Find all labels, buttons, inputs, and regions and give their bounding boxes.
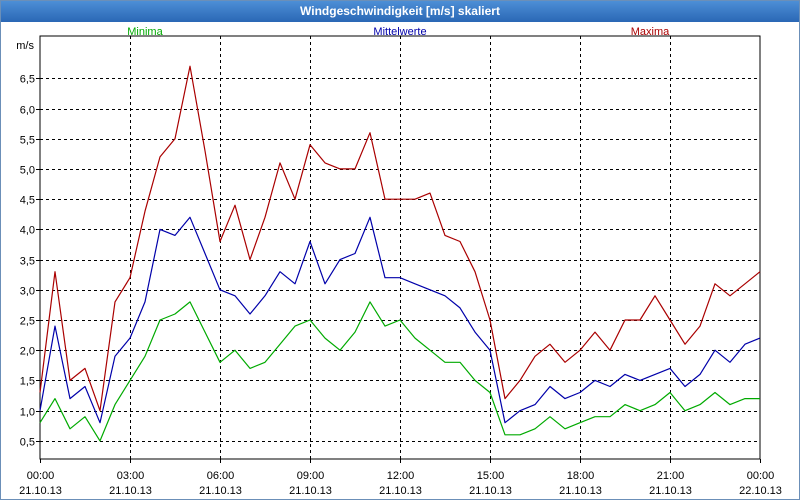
x-tick-date-label: 21.10.13 (379, 485, 422, 497)
x-tick-time-label: 09:00 (297, 470, 325, 482)
y-tick-label: 1,5 (20, 376, 35, 388)
x-tick-date-label: 21.10.13 (289, 485, 332, 497)
y-tick-label: 1,0 (20, 407, 35, 419)
y-tick-label: 3,5 (20, 256, 35, 268)
legend-minima: Minima (127, 26, 163, 38)
x-tick-time-label: 15:00 (477, 470, 505, 482)
y-axis-unit-label: m/s (16, 40, 34, 52)
x-tick-date-label: 21.10.13 (109, 485, 152, 497)
y-tick-label: 6,0 (20, 105, 35, 117)
x-tick-time-label: 00:00 (27, 470, 55, 482)
x-tick-time-label: 18:00 (567, 470, 595, 482)
y-tick-label: 6,5 (20, 74, 35, 86)
x-tick-date-label: 21.10.13 (469, 485, 512, 497)
y-tick-label: 0,5 (20, 437, 35, 449)
y-tick-label: 2,0 (20, 346, 35, 358)
minima-series-line (39, 301, 760, 442)
x-tick-time-label: 06:00 (207, 470, 235, 482)
y-tick-label: 4,0 (20, 225, 35, 237)
legend-maxima: Maxima (631, 26, 670, 38)
x-tick-date-label: 21.10.13 (649, 485, 692, 497)
y-tick-label: 5,0 (20, 165, 35, 177)
x-tick-date-label: 22.10.13 (739, 485, 782, 497)
x-tick-date-label: 21.10.13 (19, 485, 62, 497)
x-tick-date-label: 21.10.13 (559, 485, 602, 497)
y-tick-label: 4,5 (20, 195, 35, 207)
x-tick-date-label: 21.10.13 (199, 485, 242, 497)
x-tick-time-label: 00:00 (747, 470, 775, 482)
x-tick-time-label: 03:00 (117, 470, 145, 482)
maxima-series-line (39, 65, 761, 412)
window-title: Windgeschwindigkeit [m/s] skaliert (1, 1, 799, 22)
y-tick-label: 3,0 (20, 286, 35, 298)
mittelwerte-series-line (39, 216, 761, 424)
legend-mittelwerte: Mittelwerte (373, 26, 426, 38)
y-tick-label: 5,5 (20, 135, 35, 147)
x-tick-time-label: 21:00 (657, 470, 685, 482)
y-tick-label: 2,5 (20, 316, 35, 328)
x-tick-time-label: 12:00 (387, 470, 415, 482)
